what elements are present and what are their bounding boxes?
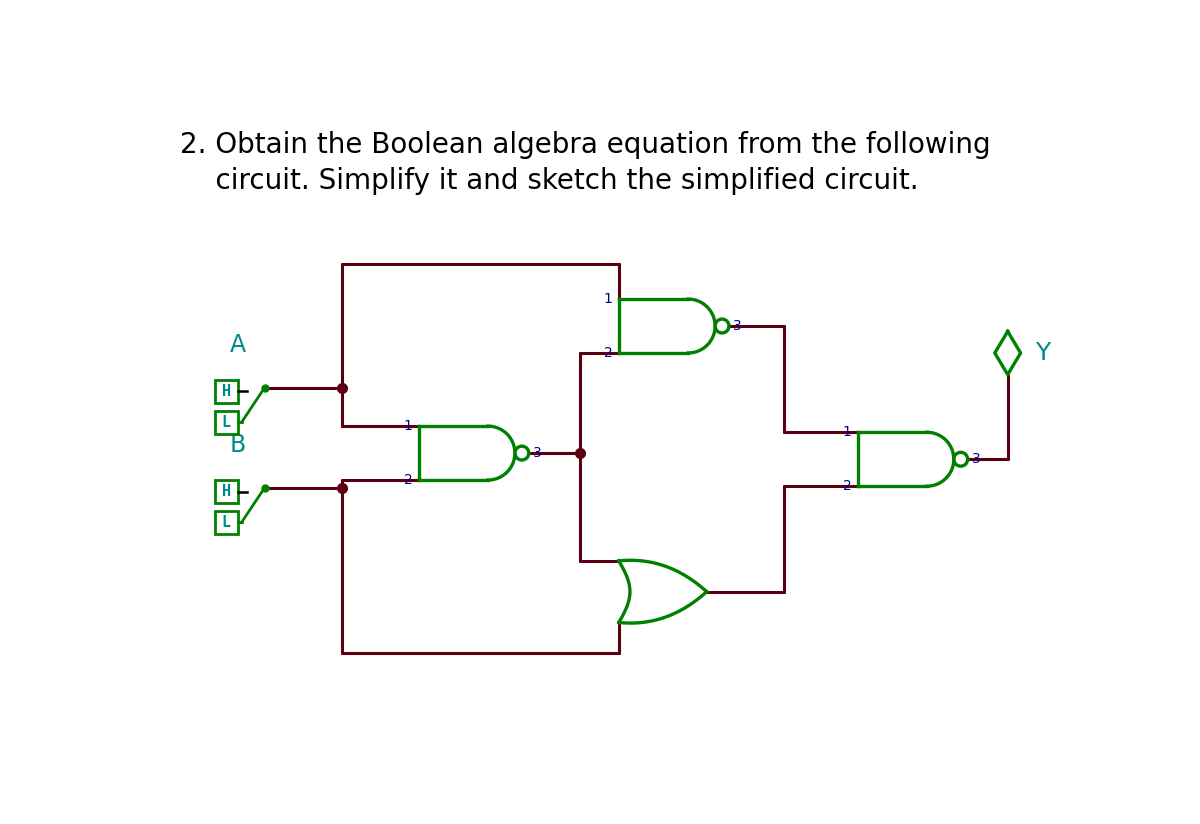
Text: 1: 1 [604,292,613,306]
Text: 1: 1 [403,419,413,433]
FancyBboxPatch shape [215,380,238,403]
FancyBboxPatch shape [215,410,238,433]
Text: A: A [229,333,246,358]
Text: B: B [229,433,246,457]
Text: 3: 3 [972,452,980,466]
FancyBboxPatch shape [215,511,238,534]
Text: 2: 2 [842,480,851,494]
Text: L: L [222,515,230,530]
Text: 2: 2 [403,473,413,487]
Text: 3: 3 [733,319,742,333]
Text: Y: Y [1034,341,1050,365]
Text: 1: 1 [842,425,851,439]
FancyBboxPatch shape [215,480,238,503]
Text: 2: 2 [604,346,613,360]
Text: H: H [222,384,230,399]
Text: circuit. Simplify it and sketch the simplified circuit.: circuit. Simplify it and sketch the simp… [180,166,918,194]
Text: 2. Obtain the Boolean algebra equation from the following: 2. Obtain the Boolean algebra equation f… [180,131,990,159]
Text: 3: 3 [533,446,541,460]
Text: H: H [222,484,230,499]
Text: L: L [222,414,230,430]
